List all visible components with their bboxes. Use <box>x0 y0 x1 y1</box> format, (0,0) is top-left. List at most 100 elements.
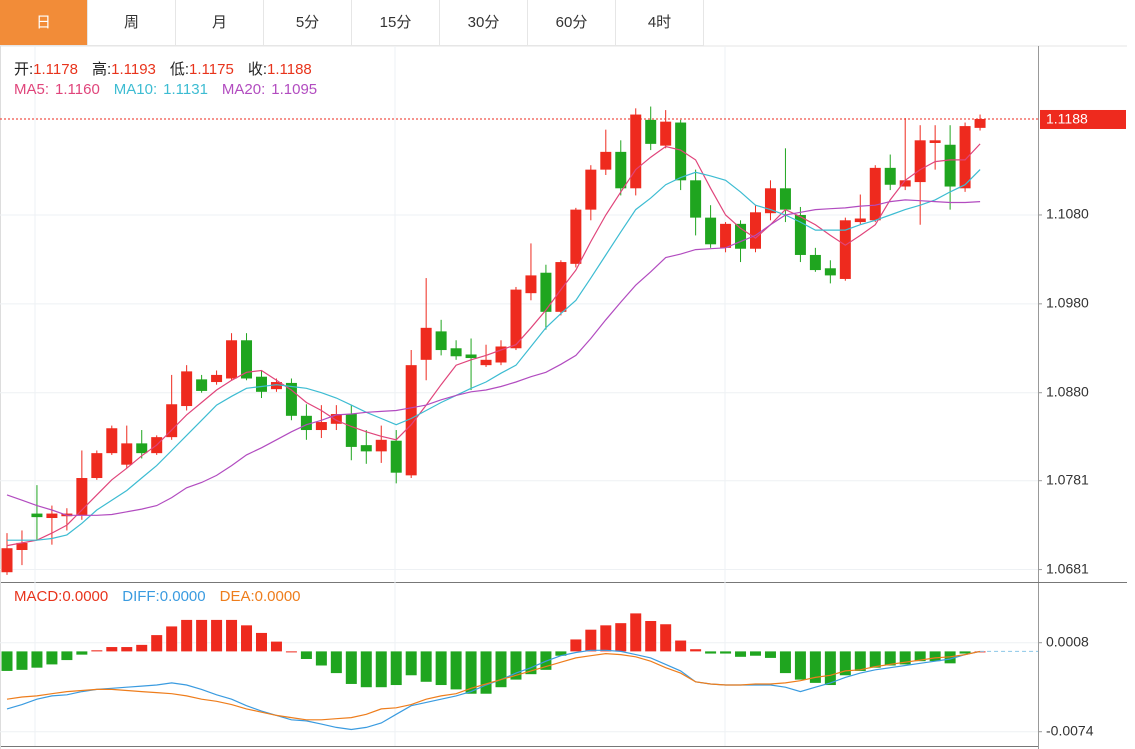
candle-body <box>390 440 402 473</box>
legend-value: 0.0000 <box>159 588 206 605</box>
macd-bar <box>779 651 791 674</box>
candle-body <box>750 212 761 249</box>
candle-body <box>944 144 956 187</box>
macd-bar <box>16 651 28 670</box>
candle-body <box>600 151 612 170</box>
macd-bar <box>106 647 118 652</box>
last-price-label: 1.1188 <box>1046 111 1088 127</box>
macd-bar <box>720 651 732 654</box>
macd-bar <box>435 651 447 686</box>
candle-body <box>690 180 702 218</box>
candle-body <box>615 151 627 189</box>
period-tab[interactable]: 15分 <box>352 0 440 46</box>
legend-name: MA5: <box>14 81 50 98</box>
macd-bar <box>330 651 342 674</box>
macd-bar <box>645 620 657 652</box>
candle-body <box>675 122 687 181</box>
macd-bar <box>151 635 163 652</box>
candle-body <box>450 348 462 357</box>
macd-legend: MACD:0.0000 DIFF:0.0000 DEA:0.0000 <box>14 588 315 605</box>
candle-body <box>824 268 836 276</box>
ohlc-value: 1.1178 <box>33 61 78 78</box>
candle-body <box>764 188 776 214</box>
candle-body <box>854 218 866 223</box>
ohlc-value: 1.1175 <box>189 61 234 78</box>
legend-item: MACD:0.0000 <box>14 588 108 605</box>
candle-body <box>31 513 43 518</box>
period-tab[interactable]: 4时 <box>616 0 704 46</box>
ma-line <box>7 169 981 541</box>
macd-bar <box>405 651 417 676</box>
candle-body <box>270 382 282 390</box>
macd-bar <box>630 613 642 652</box>
candle-body <box>525 275 537 294</box>
candle-body <box>420 327 432 360</box>
macd-bar <box>465 651 477 694</box>
ohlc-item: 低:1.1175 <box>170 61 234 78</box>
candle-body <box>300 415 312 431</box>
ohlc-item: 收:1.1188 <box>248 61 312 78</box>
macd-bar <box>31 651 43 668</box>
period-tab[interactable]: 日 <box>0 0 88 46</box>
macd-bar <box>959 651 971 654</box>
candle-body <box>899 180 911 187</box>
candle-body <box>1 548 13 573</box>
macd-line <box>6 650 981 721</box>
candle-body <box>585 169 597 210</box>
ohlc-label: 高: <box>91 61 112 78</box>
candle-body <box>91 453 103 479</box>
macd-bar <box>854 651 866 671</box>
candle-body <box>630 114 642 189</box>
y-tick-label: 1.0681 <box>1046 560 1089 576</box>
legend-value: 0.0000 <box>254 588 301 605</box>
macd-bar <box>585 629 597 652</box>
macd-bar <box>899 651 911 665</box>
legend-name: MACD: <box>14 588 63 605</box>
candle-body <box>285 382 297 416</box>
macd-bar <box>345 651 357 684</box>
macd-bar <box>91 650 103 652</box>
candle-body <box>121 443 133 465</box>
macd-bar <box>884 651 896 666</box>
candle-body <box>136 443 148 454</box>
macd-bar <box>1 651 13 671</box>
macd-bar <box>675 640 687 652</box>
ohlc-legend: 开:1.1178 高:1.1193 低:1.1175 收:1.1188 <box>14 58 326 79</box>
candle-body <box>435 331 447 351</box>
candle-body <box>540 272 552 312</box>
period-tab[interactable]: 月 <box>176 0 264 46</box>
macd-bar <box>241 625 253 652</box>
macd-bar <box>480 651 492 694</box>
macd-bar <box>76 651 88 655</box>
period-tab[interactable]: 5分 <box>264 0 352 46</box>
legend-name: DEA: <box>219 588 255 605</box>
macd-bar <box>869 651 881 668</box>
tab-bar: 日周月 5分 15分 30分 60分 4时 <box>0 0 704 46</box>
candle-body <box>375 439 387 452</box>
period-tab[interactable]: 60分 <box>528 0 616 46</box>
legend-item: DEA:0.0000 <box>220 588 301 605</box>
macd-bar <box>735 651 747 657</box>
macd-bar <box>121 647 133 652</box>
legend-value: 1.1095 <box>271 81 318 98</box>
y-tick-label: 0.0008 <box>1046 633 1089 649</box>
macd-bar <box>181 619 193 652</box>
candle-body <box>405 365 417 476</box>
legend-name: DIFF: <box>122 588 160 605</box>
candle-body <box>660 121 672 146</box>
macd-bar <box>809 651 821 683</box>
last-price-box <box>1040 109 1126 129</box>
period-tab[interactable]: 30分 <box>440 0 528 46</box>
candle-body <box>46 513 58 519</box>
macd-bar <box>450 651 462 690</box>
candle-body <box>884 167 896 185</box>
y-tick-label: 1.0980 <box>1046 295 1089 311</box>
legend-item: DIFF:0.0000 <box>122 588 205 605</box>
candle-body <box>255 376 267 392</box>
macd-bar <box>510 651 522 680</box>
macd-bar <box>525 651 537 675</box>
ma-line <box>6 143 981 547</box>
period-tab[interactable]: 周 <box>88 0 176 46</box>
macd-bar <box>285 651 297 653</box>
